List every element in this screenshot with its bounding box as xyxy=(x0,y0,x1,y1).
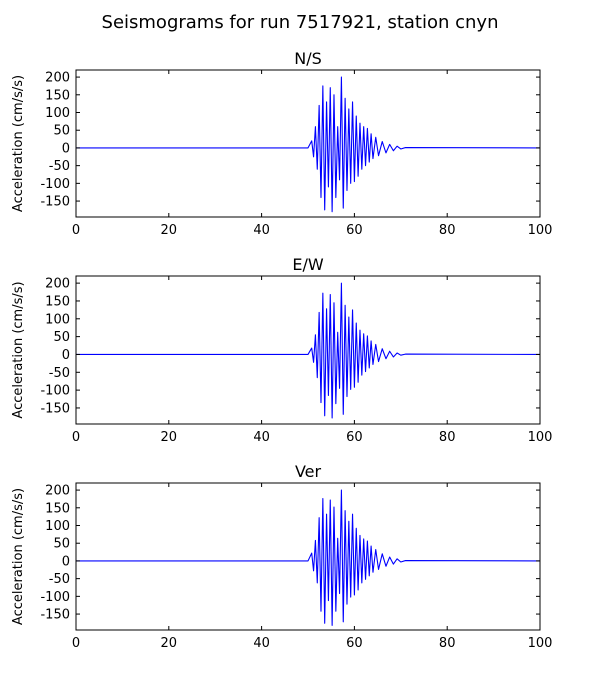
figure-title: Seismograms for run 7517921, station cny… xyxy=(102,12,499,33)
y-tick-label: -100 xyxy=(40,384,70,399)
y-tick-label: 150 xyxy=(45,294,70,309)
y-tick-label: 0 xyxy=(62,141,70,156)
y-tick-label: -150 xyxy=(40,608,70,623)
x-tick-label: 100 xyxy=(528,636,553,651)
y-axis-label: Acceleration (cm/s/s) xyxy=(11,488,26,625)
panel-title: Ver xyxy=(295,462,322,481)
y-tick-label: 100 xyxy=(45,312,70,327)
seismogram-trace xyxy=(76,282,540,419)
x-tick-label: 20 xyxy=(161,223,178,238)
seismogram-trace xyxy=(76,489,540,626)
seismogram-panel-2: E/W 0 20 40 60 80 100 -150 -100 -50 0 50 100 150 200 Ac… xyxy=(11,255,552,445)
y-tick-label: 100 xyxy=(45,519,70,534)
x-tick-label: 100 xyxy=(528,223,553,238)
y-tick-label: -50 xyxy=(49,572,70,587)
panel-title: N/S xyxy=(294,49,322,68)
y-tick-label: 0 xyxy=(62,348,70,363)
seismogram-panel-1: N/S 0 20 40 60 80 100 -150 -100 -50 0 50 100 150 200 Ac… xyxy=(11,49,552,238)
y-tick-label: 150 xyxy=(45,88,70,103)
x-tick-label: 20 xyxy=(161,636,178,651)
y-tick-label: 100 xyxy=(45,106,70,121)
x-tick-label: 0 xyxy=(72,223,80,238)
y-tick-label: 50 xyxy=(53,537,70,552)
x-tick-label: 100 xyxy=(528,430,553,445)
axes-frame xyxy=(75,275,541,425)
axes-frame xyxy=(75,69,541,218)
panel-title: E/W xyxy=(292,255,324,274)
x-tick-label: 60 xyxy=(346,430,363,445)
y-tick-label: 200 xyxy=(45,484,70,499)
x-tick-label: 40 xyxy=(253,430,270,445)
y-axis-label: Acceleration (cm/s/s) xyxy=(11,75,26,212)
x-tick-label: 40 xyxy=(253,636,270,651)
y-tick-label: -150 xyxy=(40,401,70,416)
y-tick-label: 150 xyxy=(45,501,70,516)
y-tick-label: -50 xyxy=(49,159,70,174)
x-tick-label: 80 xyxy=(439,636,456,651)
y-tick-label: 50 xyxy=(53,330,70,345)
y-tick-label: -100 xyxy=(40,590,70,605)
y-axis-label: Acceleration (cm/s/s) xyxy=(11,281,26,418)
x-tick-label: 80 xyxy=(439,430,456,445)
axes-frame xyxy=(75,482,541,631)
y-tick-label: -50 xyxy=(49,366,70,381)
y-tick-label: 200 xyxy=(45,71,70,86)
seismogram-panel-3: Ver 0 20 40 60 80 100 -150 -100 -50 0 50 100 150 200 Ac… xyxy=(11,462,552,651)
y-tick-label: 50 xyxy=(53,124,70,139)
y-tick-label: 0 xyxy=(62,554,70,569)
x-tick-label: 40 xyxy=(253,223,270,238)
x-tick-label: 60 xyxy=(346,223,363,238)
x-tick-label: 60 xyxy=(346,636,363,651)
x-tick-label: 20 xyxy=(161,430,178,445)
y-tick-label: -150 xyxy=(40,195,70,210)
seismogram-trace xyxy=(76,76,540,213)
x-tick-label: 0 xyxy=(72,636,80,651)
y-tick-label: -100 xyxy=(40,177,70,192)
x-tick-label: 0 xyxy=(72,430,80,445)
x-tick-label: 80 xyxy=(439,223,456,238)
y-tick-label: 200 xyxy=(45,277,70,292)
